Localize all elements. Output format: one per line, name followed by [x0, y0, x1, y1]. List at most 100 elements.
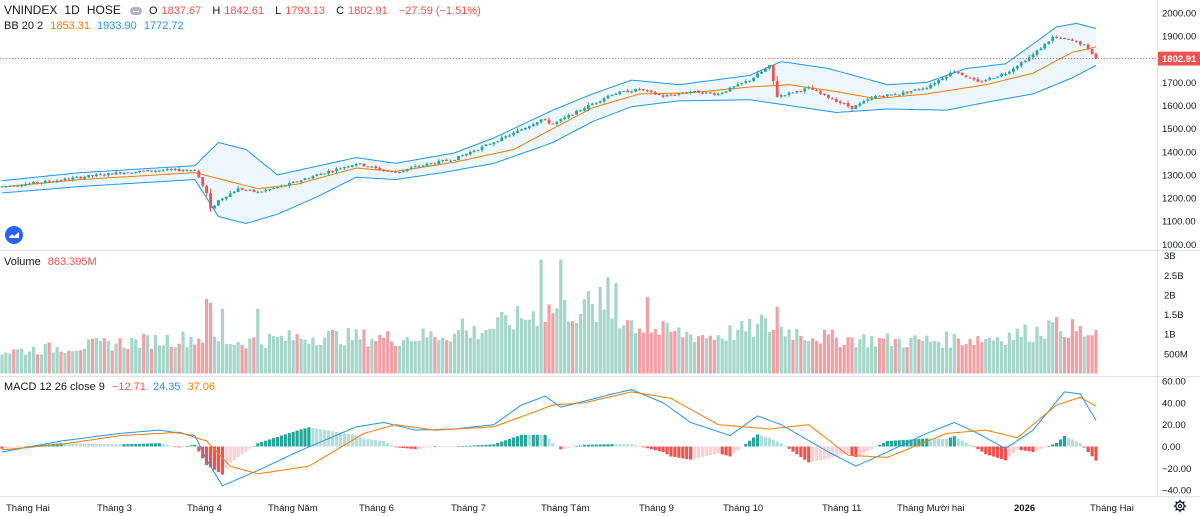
- macd-histogram-bar[interactable]: [752, 437, 756, 447]
- volume-bar[interactable]: [826, 334, 830, 374]
- macd-histogram-bar[interactable]: [897, 440, 901, 447]
- volume-bar[interactable]: [1027, 341, 1031, 374]
- candle[interactable]: [996, 76, 999, 79]
- macd-histogram-bar[interactable]: [429, 446, 433, 448]
- candle[interactable]: [1074, 40, 1078, 43]
- macd-histogram-bar[interactable]: [311, 427, 315, 447]
- volume-bar[interactable]: [818, 343, 823, 374]
- volume-bar[interactable]: [83, 348, 87, 374]
- volume-bar[interactable]: [594, 321, 598, 374]
- macd-histogram-bar[interactable]: [736, 446, 740, 451]
- candle[interactable]: [165, 167, 169, 172]
- volume-bar[interactable]: [248, 338, 252, 374]
- macd-histogram-bar[interactable]: [791, 446, 795, 452]
- volume-bar[interactable]: [87, 339, 91, 374]
- candle[interactable]: [496, 140, 500, 143]
- macd-histogram-bar[interactable]: [228, 446, 232, 463]
- macd-histogram-bar[interactable]: [527, 434, 531, 447]
- candle[interactable]: [587, 102, 590, 112]
- candle[interactable]: [240, 187, 244, 191]
- candle[interactable]: [1035, 49, 1039, 57]
- volume-bar[interactable]: [878, 338, 882, 374]
- volume-bar[interactable]: [331, 329, 335, 374]
- candle[interactable]: [539, 119, 543, 124]
- volume-bar[interactable]: [567, 321, 571, 374]
- volume-bar[interactable]: [996, 337, 1000, 374]
- macd-histogram-bar[interactable]: [704, 446, 708, 457]
- candle[interactable]: [732, 85, 736, 90]
- candle[interactable]: [716, 92, 720, 96]
- macd-histogram-bar[interactable]: [271, 438, 276, 447]
- volume-bar[interactable]: [830, 329, 834, 374]
- candle[interactable]: [610, 94, 614, 97]
- settings-gear-icon[interactable]: [1173, 499, 1187, 513]
- macd-histogram-bar[interactable]: [783, 446, 787, 447]
- candle[interactable]: [47, 179, 51, 183]
- candle[interactable]: [736, 82, 740, 87]
- macd-histogram-bar[interactable]: [354, 435, 358, 447]
- macd-histogram-bar[interactable]: [110, 444, 114, 447]
- candle[interactable]: [870, 95, 874, 101]
- volume-bar[interactable]: [236, 342, 240, 374]
- macd-histogram-bar[interactable]: [197, 446, 201, 452]
- volume-bar[interactable]: [535, 325, 539, 374]
- candle[interactable]: [154, 169, 157, 173]
- candle[interactable]: [901, 90, 905, 97]
- macd-histogram-bar[interactable]: [386, 443, 390, 447]
- macd-histogram-bar[interactable]: [571, 446, 575, 448]
- candle[interactable]: [1051, 35, 1055, 44]
- candle[interactable]: [319, 172, 323, 176]
- candle[interactable]: [492, 141, 496, 147]
- candle[interactable]: [712, 91, 716, 96]
- macd-histogram-bar[interactable]: [157, 443, 161, 447]
- macd-histogram-bar[interactable]: [555, 446, 559, 447]
- candle[interactable]: [823, 93, 826, 96]
- candle[interactable]: [606, 94, 610, 100]
- candle[interactable]: [972, 76, 976, 81]
- candle[interactable]: [32, 181, 35, 185]
- macd-histogram-bar[interactable]: [1000, 446, 1004, 460]
- candle[interactable]: [838, 100, 842, 105]
- candle[interactable]: [51, 180, 55, 183]
- macd-histogram-bar[interactable]: [476, 445, 480, 447]
- candle[interactable]: [602, 97, 606, 104]
- volume-bar[interactable]: [972, 344, 976, 374]
- volume-bar[interactable]: [582, 299, 586, 374]
- volume-bar[interactable]: [303, 339, 307, 374]
- macd-histogram-bar[interactable]: [976, 446, 980, 450]
- volume-bar[interactable]: [992, 340, 996, 374]
- volume-bar[interactable]: [669, 332, 673, 374]
- candle[interactable]: [150, 170, 153, 173]
- macd-histogram-bar[interactable]: [889, 440, 893, 447]
- candle[interactable]: [697, 90, 700, 94]
- macd-histogram-bar[interactable]: [689, 446, 693, 460]
- macd-histogram-bar[interactable]: [992, 446, 996, 457]
- candle[interactable]: [850, 105, 854, 112]
- candle[interactable]: [779, 93, 783, 99]
- volume-bar[interactable]: [1070, 319, 1074, 374]
- macd-histogram-bar[interactable]: [645, 446, 649, 449]
- candle[interactable]: [177, 166, 181, 173]
- volume-bar[interactable]: [622, 325, 626, 374]
- macd-histogram-bar[interactable]: [878, 445, 882, 447]
- volume-bar[interactable]: [295, 334, 299, 374]
- candle[interactable]: [819, 89, 822, 95]
- macd-histogram-bar[interactable]: [626, 444, 630, 447]
- volume-bar[interactable]: [366, 346, 370, 374]
- volume-bar[interactable]: [98, 340, 102, 374]
- volume-bar[interactable]: [905, 347, 909, 374]
- volume-bar[interactable]: [441, 337, 445, 374]
- candle[interactable]: [701, 91, 704, 95]
- volume-bar[interactable]: [748, 318, 752, 374]
- macd-histogram-bar[interactable]: [417, 446, 421, 449]
- volume-bar[interactable]: [378, 334, 382, 374]
- candle[interactable]: [669, 93, 673, 96]
- candle[interactable]: [323, 173, 327, 175]
- macd-histogram-bar[interactable]: [547, 439, 551, 447]
- macd-histogram-bar[interactable]: [413, 446, 417, 450]
- candle[interactable]: [264, 188, 268, 193]
- candle[interactable]: [185, 168, 189, 172]
- volume-bar[interactable]: [413, 340, 417, 374]
- volume-bar[interactable]: [386, 331, 390, 374]
- volume-bar[interactable]: [728, 325, 732, 374]
